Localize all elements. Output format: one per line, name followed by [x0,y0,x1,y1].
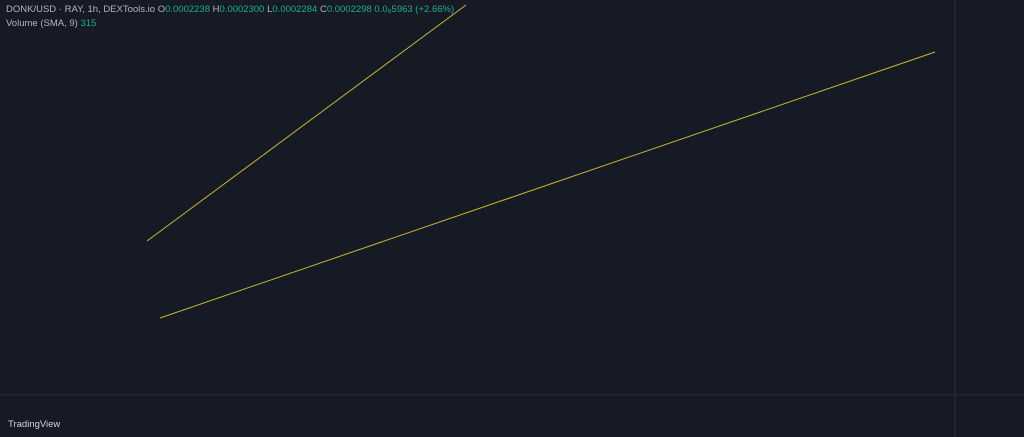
o-key: O [157,4,166,15]
l-key: L [267,4,273,15]
legend: DONK/USD · RAY, 1h, DEXTools.io O0.00022… [6,3,454,31]
legend-row: Volume (SMA, 9) 315 [6,17,454,31]
h-value: 0.0002300 [219,4,265,15]
legend-row: DONK/USD · RAY, 1h, DEXTools.io O0.00022… [6,3,454,17]
brand[interactable]: TradingView [8,419,61,430]
volume-value: 315 [80,18,97,29]
volume-name[interactable]: Volume (SMA, 9) [6,18,78,29]
l-value: 0.0002284 [272,4,318,15]
c-value: 0.0002298 [326,4,372,15]
trend-line[interactable] [146,4,467,242]
o-value: 0.0002238 [165,4,211,15]
change: 0.0₈5963 (+2.66%) [374,4,455,15]
price-axis [955,0,1024,395]
trend-line[interactable] [159,51,936,319]
c-key: C [319,4,327,15]
symbol[interactable]: DONK/USD · RAY, 1h, DEXTools.io [6,4,156,15]
h-key: H [212,4,220,15]
